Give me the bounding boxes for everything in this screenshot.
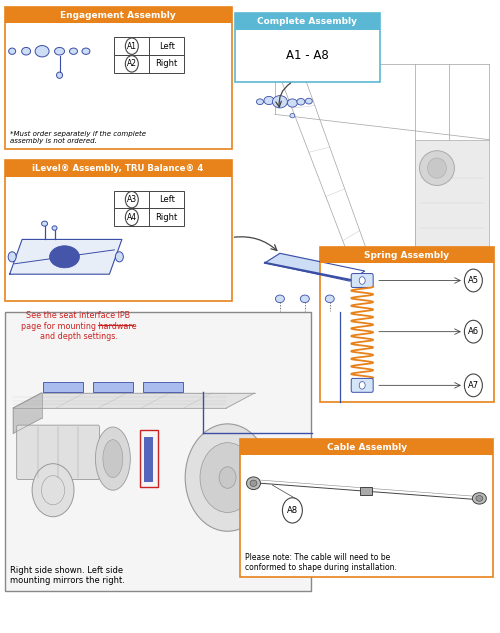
- Text: *Must order separately if the complete
assembly is not ordered.: *Must order separately if the complete a…: [10, 131, 145, 144]
- Ellipse shape: [54, 47, 64, 55]
- Ellipse shape: [288, 99, 298, 107]
- Ellipse shape: [246, 477, 260, 489]
- Bar: [235, 13, 380, 82]
- Circle shape: [32, 463, 74, 517]
- Polygon shape: [265, 253, 364, 281]
- Polygon shape: [13, 393, 42, 434]
- Circle shape: [185, 424, 270, 531]
- Bar: [240, 439, 494, 577]
- Ellipse shape: [306, 98, 312, 104]
- Bar: [4, 161, 232, 177]
- Text: A4: A4: [127, 213, 137, 222]
- Ellipse shape: [50, 246, 80, 268]
- Bar: [360, 487, 372, 494]
- Bar: [4, 161, 232, 301]
- Bar: [414, 140, 490, 253]
- Circle shape: [200, 442, 255, 513]
- Bar: [320, 247, 494, 402]
- Circle shape: [359, 277, 365, 284]
- Text: A2: A2: [127, 60, 137, 68]
- Bar: [114, 37, 184, 55]
- Text: A8: A8: [287, 506, 298, 515]
- Bar: [114, 208, 184, 226]
- Circle shape: [116, 252, 124, 262]
- Ellipse shape: [472, 492, 486, 504]
- Ellipse shape: [290, 113, 295, 118]
- Circle shape: [126, 191, 138, 208]
- Bar: [320, 247, 494, 263]
- Text: Engagement Assembly: Engagement Assembly: [60, 11, 176, 20]
- Ellipse shape: [103, 440, 123, 477]
- Circle shape: [464, 374, 482, 397]
- Circle shape: [282, 498, 302, 523]
- Circle shape: [464, 320, 482, 343]
- Ellipse shape: [96, 427, 130, 490]
- Ellipse shape: [256, 99, 264, 104]
- Text: iLevel® Assembly, TRU Balance® 4: iLevel® Assembly, TRU Balance® 4: [32, 164, 204, 173]
- Ellipse shape: [35, 46, 49, 57]
- Bar: [240, 439, 494, 456]
- Text: A3: A3: [127, 195, 137, 204]
- Ellipse shape: [272, 96, 287, 108]
- Ellipse shape: [264, 96, 274, 104]
- Circle shape: [359, 382, 365, 389]
- Ellipse shape: [56, 72, 62, 78]
- Bar: [144, 437, 153, 482]
- Text: Spring Assembly: Spring Assembly: [364, 251, 450, 260]
- Circle shape: [126, 209, 138, 225]
- Ellipse shape: [82, 48, 90, 54]
- Ellipse shape: [250, 480, 257, 486]
- Ellipse shape: [476, 496, 483, 501]
- Text: Please note: The cable will need to be
conformed to shape during installation.: Please note: The cable will need to be c…: [245, 553, 397, 572]
- Text: See the seat interface IPB
page for mounting hardware
and depth settings.: See the seat interface IPB page for moun…: [20, 311, 136, 341]
- Polygon shape: [10, 239, 122, 274]
- Bar: [143, 382, 182, 392]
- Ellipse shape: [428, 158, 446, 178]
- Text: A7: A7: [468, 381, 479, 390]
- Bar: [4, 312, 312, 591]
- Bar: [43, 382, 83, 392]
- Text: Cable Assembly: Cable Assembly: [326, 442, 406, 452]
- Circle shape: [219, 467, 236, 488]
- Circle shape: [464, 269, 482, 292]
- Text: A1: A1: [127, 42, 137, 51]
- Text: Right: Right: [156, 60, 178, 68]
- Text: A1 - A8: A1 - A8: [286, 49, 329, 62]
- Bar: [4, 7, 232, 23]
- Ellipse shape: [297, 99, 305, 105]
- Text: Left: Left: [159, 195, 174, 204]
- Ellipse shape: [300, 295, 310, 303]
- Ellipse shape: [276, 295, 284, 303]
- Polygon shape: [13, 393, 254, 408]
- Bar: [93, 382, 133, 392]
- Text: A6: A6: [468, 327, 479, 336]
- Text: Right side shown. Left side
mounting mirrors the right.: Right side shown. Left side mounting mir…: [10, 565, 124, 585]
- Ellipse shape: [42, 221, 48, 226]
- Circle shape: [126, 38, 138, 54]
- Circle shape: [126, 56, 138, 72]
- Ellipse shape: [52, 226, 57, 230]
- Ellipse shape: [8, 48, 16, 54]
- Bar: [140, 430, 158, 487]
- Ellipse shape: [22, 47, 30, 55]
- FancyBboxPatch shape: [351, 379, 373, 392]
- FancyBboxPatch shape: [351, 273, 373, 287]
- Text: Complete Assembly: Complete Assembly: [258, 17, 358, 26]
- Ellipse shape: [326, 295, 334, 303]
- FancyBboxPatch shape: [16, 425, 100, 479]
- Text: A5: A5: [468, 276, 479, 285]
- Ellipse shape: [420, 151, 454, 185]
- Text: Left: Left: [159, 42, 174, 51]
- Circle shape: [8, 252, 16, 262]
- Ellipse shape: [70, 48, 78, 54]
- Bar: [114, 191, 184, 208]
- Bar: [114, 55, 184, 73]
- Bar: [235, 13, 380, 30]
- Bar: [4, 7, 232, 149]
- Text: Right: Right: [156, 213, 178, 222]
